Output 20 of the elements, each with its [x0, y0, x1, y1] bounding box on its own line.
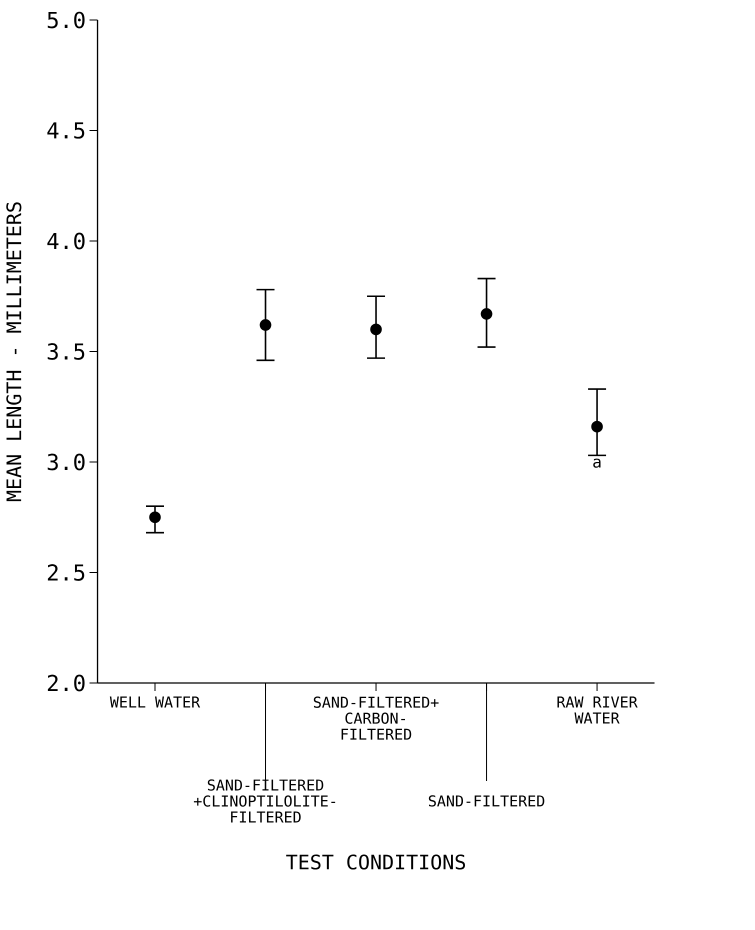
point	[591, 420, 603, 432]
x-tick-label: WELL WATER	[110, 696, 200, 708]
point	[260, 319, 272, 331]
y-tick-label: 3.0	[48, 454, 85, 470]
point	[370, 324, 382, 336]
y-tick-label: 2.5	[48, 564, 84, 581]
y-tick-label: 5.0	[48, 12, 85, 28]
y-tick-label: 4.0	[47, 232, 85, 250]
annotation: a	[593, 458, 601, 468]
y-axis-title: MEAN LENGTH - MILLIMETERS	[6, 202, 22, 502]
x-axis-title: TEST CONDITIONS	[286, 854, 466, 870]
x-tick-label: RAW RIVER WATER	[557, 696, 638, 724]
y-tick-label: 4.5	[47, 122, 84, 139]
point	[149, 511, 161, 524]
x-tick-label: SAND-FILTERED	[428, 795, 544, 807]
x-tick-label: SAND-FILTERED +CLINOPTILOLITE-FILTERED	[194, 779, 336, 822]
x-tick-label: SAND-FILTERED+ CARBON-FILTERED	[314, 696, 439, 740]
y-tick-label: 3.5	[48, 343, 84, 360]
point	[480, 308, 492, 320]
y-tick-label: 2.0	[48, 674, 85, 692]
